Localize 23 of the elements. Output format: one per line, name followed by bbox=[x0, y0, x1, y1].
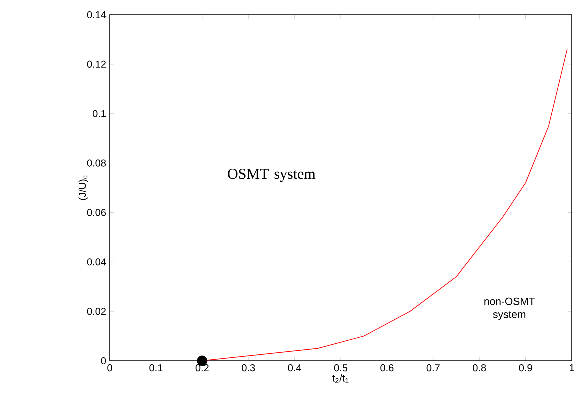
y-tick-label: 0.08 bbox=[87, 160, 106, 167]
annotation: non-OSMT system bbox=[484, 298, 536, 320]
x-tick-label: 0.5 bbox=[334, 364, 348, 372]
y-tick-label: 0.04 bbox=[87, 258, 106, 266]
x-tick-label: 0.1 bbox=[150, 364, 163, 372]
y-tick-label: 0.06 bbox=[87, 209, 106, 216]
x-tick-label: 0.8 bbox=[473, 364, 486, 372]
x-tick-label: 1 bbox=[570, 364, 574, 372]
y-tick-label: 0 bbox=[101, 357, 106, 365]
annotation: OSMT system bbox=[228, 169, 316, 182]
y-tick-label: 0.1 bbox=[92, 110, 106, 118]
y-tick-label: 0.14 bbox=[87, 11, 106, 19]
x-tick-label: 0.7 bbox=[426, 364, 440, 372]
x-tick-label: 0.3 bbox=[242, 364, 256, 372]
x-axis-title: t$_{2}$/t$_{1}$ bbox=[332, 374, 349, 384]
x-tick-label: 0.6 bbox=[380, 364, 394, 372]
x-tick-label: 0.4 bbox=[288, 364, 302, 372]
y-axis-title: (J/U)$_{c}$ bbox=[78, 176, 88, 200]
y-tick-label: 0.02 bbox=[87, 308, 106, 316]
x-tick-label: 0.9 bbox=[519, 364, 532, 372]
x-tick-label: 0.2 bbox=[196, 364, 209, 372]
x-tick-label: 0 bbox=[108, 364, 112, 372]
y-tick-label: 0.12 bbox=[87, 60, 106, 68]
